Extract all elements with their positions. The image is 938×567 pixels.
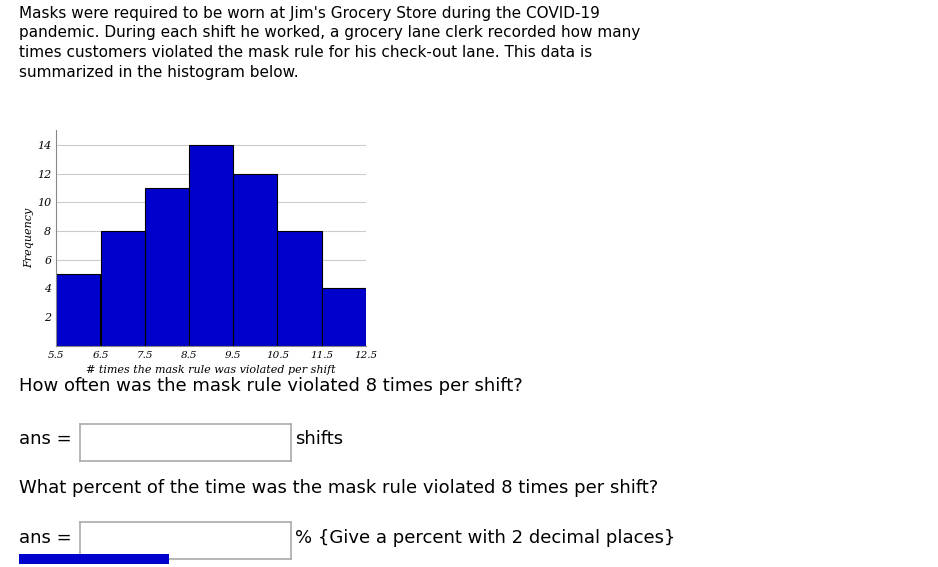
- Text: ans =: ans =: [19, 528, 71, 547]
- Text: ans =: ans =: [19, 430, 71, 448]
- Bar: [234, 174, 278, 346]
- Text: % {Give a percent with 2 decimal places}: % {Give a percent with 2 decimal places}: [295, 528, 676, 547]
- Text: How often was the mask rule violated 8 times per shift?: How often was the mask rule violated 8 t…: [19, 377, 522, 395]
- X-axis label: # times the mask rule was violated per shift: # times the mask rule was violated per s…: [86, 365, 336, 375]
- Text: shifts: shifts: [295, 430, 343, 448]
- Bar: [100, 231, 144, 346]
- Y-axis label: Frequency: Frequency: [24, 208, 35, 268]
- Text: Masks were required to be worn at Jim's Grocery Store during the COVID-19
pandem: Masks were required to be worn at Jim's …: [19, 6, 640, 80]
- Bar: [144, 188, 189, 346]
- Bar: [322, 289, 366, 346]
- Text: What percent of the time was the mask rule violated 8 times per shift?: What percent of the time was the mask ru…: [19, 479, 658, 497]
- Bar: [278, 231, 322, 346]
- Bar: [189, 145, 234, 346]
- Bar: [56, 274, 100, 346]
